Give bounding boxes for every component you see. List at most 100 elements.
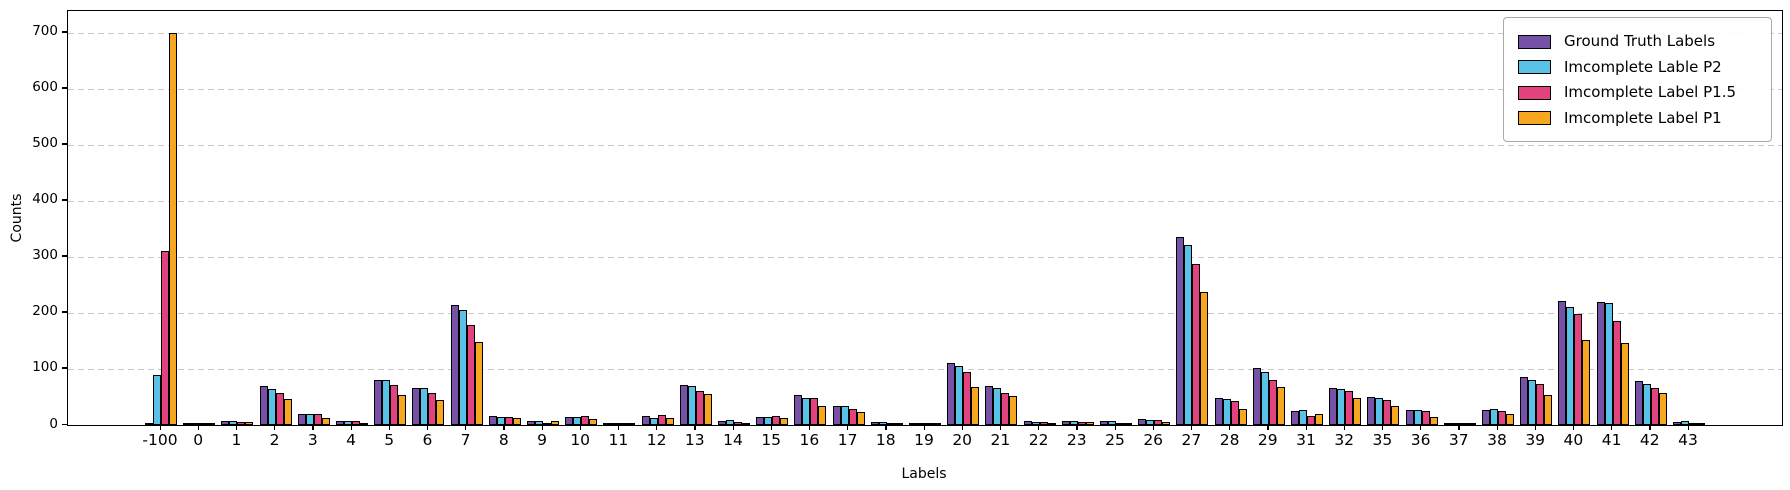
bar-0-s3 [207,423,216,425]
bar-1-s0 [221,421,230,425]
bar-19-s1 [917,423,925,425]
x-tick-13 [694,425,696,431]
bar-4-s0 [336,421,344,425]
x-tick-label-36: 36 [1410,431,1431,449]
bar-15-s1 [764,416,773,425]
x-tick-3 [312,425,314,431]
bar-40-s1 [1566,306,1575,425]
bar-10-s3 [589,419,598,425]
legend-label-2: Imcomplete Label P1.5 [1564,83,1737,102]
bar-10-s2 [581,416,590,425]
x-tick-5 [388,425,390,431]
x-tick-label-10: 10 [570,431,591,449]
bar-1-s2 [237,422,246,425]
x-tick-41 [1611,425,1613,431]
y-axis-title: Counts [9,193,25,243]
x-tick-label-16: 16 [799,431,820,449]
bar-6-s2 [428,392,437,425]
y-tick-300 [62,255,67,257]
bar-0-s0 [183,423,192,425]
bar-8-s1 [496,417,505,425]
bar-7-s0 [450,304,459,425]
x-tick-label-41: 41 [1601,431,1622,449]
bar-39-s0 [1520,377,1529,425]
x-tick-label-12: 12 [646,431,667,449]
bar-7-s3 [474,342,483,425]
bar-36-s2 [1421,411,1430,425]
bar-19-s3 [933,423,941,425]
bar-14-s2 [734,421,742,425]
bar-32-s1 [1337,388,1346,425]
bar-23-s3 [1085,422,1094,425]
gridline-y-400 [68,200,1782,202]
x-tick-label-7: 7 [460,431,471,449]
x-tick-28 [1229,425,1231,431]
y-tick-0 [62,423,67,425]
x-tick-4 [350,425,352,431]
bar-36-s3 [1429,416,1438,425]
y-tick-label-700: 700 [32,23,58,40]
x-tick-label-6: 6 [422,431,433,449]
bar-22-s0 [1023,421,1032,425]
bar-26-s2 [1154,420,1163,425]
bar-12-s0 [641,415,650,425]
bar-16-s1 [802,397,811,425]
y-tick-label-100: 100 [32,359,58,376]
x-tick-0 [197,425,199,431]
bar-35-s3 [1391,406,1400,425]
bar-37-s0 [1443,423,1452,425]
y-tick-100 [62,367,67,369]
bar-1-s1 [229,420,238,425]
bar-16-s3 [818,406,827,425]
legend-item-0: Ground Truth Labels [1504,29,1771,55]
bar-5-s1 [382,380,391,425]
bar-18-s2 [886,423,895,425]
gridline-y-300 [68,256,1782,258]
bar-43-s0 [1673,421,1681,425]
bar-41-s0 [1596,301,1605,425]
bar-14-s0 [718,420,726,425]
bar-8-s0 [488,415,497,425]
x-tick-43 [1687,425,1689,431]
bar-40-s0 [1558,300,1567,425]
x-tick-label-18: 18 [875,431,896,449]
x-tick-31 [1305,425,1307,431]
bar-25-s0 [1100,421,1108,425]
bar-21-s0 [985,386,994,425]
legend: Ground Truth Labels Imcomplete Lable P2 Im… [1503,17,1772,142]
bar-8-s2 [504,416,513,425]
bar-28-s2 [1230,400,1239,425]
bar-26-s1 [1146,420,1155,425]
bar-35-s1 [1375,398,1384,425]
bar-6-s3 [436,400,445,425]
bar-43-s3 [1697,423,1705,425]
bar-9-s2 [543,422,551,425]
bar-39-s1 [1528,379,1537,425]
bar-17-s3 [856,411,865,425]
bar-42-s2 [1650,388,1659,425]
x-tick-14 [732,425,734,431]
bar-32-s3 [1353,397,1362,425]
bar-13-s3 [703,393,712,425]
x-tick-7 [465,425,467,431]
x-tick-label-8: 8 [498,431,509,449]
bar--100-s3 [169,32,177,425]
bar-23-s0 [1061,420,1070,425]
bar-15-s2 [772,416,781,425]
gridline-y-600 [68,88,1782,90]
y-tick-200 [62,311,67,313]
x-tick-label-27: 27 [1181,431,1202,449]
bar-6-s1 [420,388,429,425]
x-tick-label-43: 43 [1678,431,1698,449]
bar-43-s1 [1681,421,1689,425]
bar-20-s2 [963,372,972,425]
x-tick-label-14: 14 [723,431,743,449]
bar-20-s0 [947,363,956,425]
legend-swatch-0 [1518,34,1551,49]
bar-38-s3 [1506,414,1514,425]
x-tick-label-17: 17 [837,431,858,449]
x-tick-20 [961,425,963,431]
bar-5-s0 [374,380,383,425]
legend-label-3: Imcomplete Label P1 [1564,108,1722,127]
bar-37-s3 [1467,423,1476,425]
